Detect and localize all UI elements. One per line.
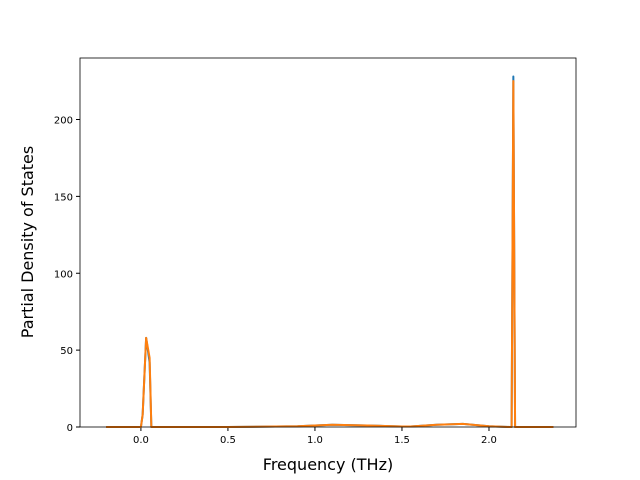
- series-line: [106, 80, 554, 428]
- y-axis-label: Partial Density of States: [18, 146, 37, 338]
- series-line: [106, 75, 554, 428]
- y-tick-label: 200: [54, 116, 73, 127]
- y-tick-label: 150: [54, 192, 73, 203]
- x-tick-label: 0.5: [220, 435, 236, 446]
- y-tick-label: 100: [54, 269, 73, 280]
- x-tick-label: 1.0: [307, 435, 323, 446]
- plot-frame: [79, 57, 577, 428]
- y-tick-label: 0: [67, 423, 73, 434]
- x-tick-label: 1.5: [394, 435, 410, 446]
- x-axis-label: Frequency (THz): [263, 455, 393, 474]
- x-tick-label: 2.0: [481, 435, 497, 446]
- y-tick-label: 50: [60, 346, 73, 357]
- x-tick-label: 0.0: [133, 435, 149, 446]
